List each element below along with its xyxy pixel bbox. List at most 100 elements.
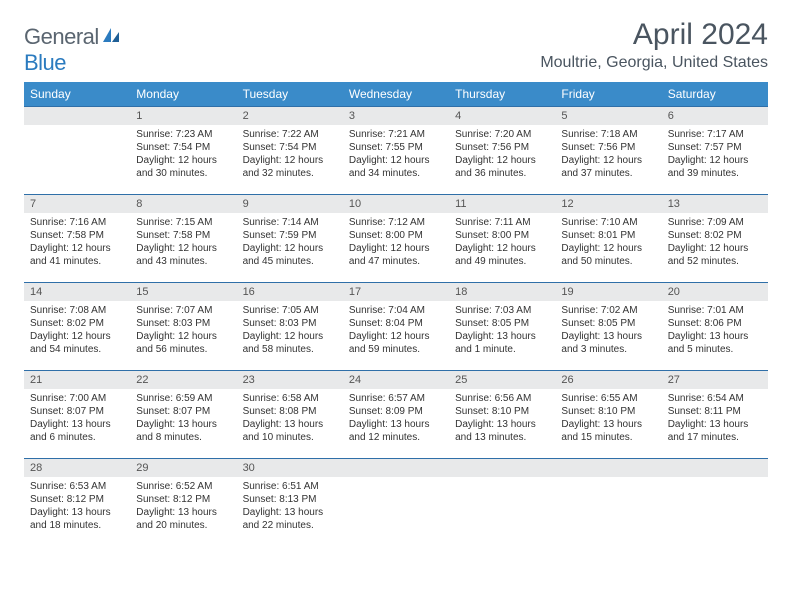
sunset-line: Sunset: 8:04 PM bbox=[349, 317, 443, 330]
daylight-line: Daylight: 13 hours and 17 minutes. bbox=[668, 418, 762, 444]
calendar-day-cell: 21Sunrise: 7:00 AMSunset: 8:07 PMDayligh… bbox=[24, 371, 130, 459]
sunset-line: Sunset: 8:00 PM bbox=[455, 229, 549, 242]
daylight-line: Daylight: 12 hours and 50 minutes. bbox=[561, 242, 655, 268]
sunrise-line: Sunrise: 6:52 AM bbox=[136, 480, 230, 493]
day-number: 29 bbox=[130, 459, 236, 477]
day-details: Sunrise: 7:20 AMSunset: 7:56 PMDaylight:… bbox=[449, 125, 555, 184]
daylight-line: Daylight: 13 hours and 12 minutes. bbox=[349, 418, 443, 444]
day-number: 16 bbox=[237, 283, 343, 301]
calendar-day-cell: 26Sunrise: 6:55 AMSunset: 8:10 PMDayligh… bbox=[555, 371, 661, 459]
day-number bbox=[449, 459, 555, 477]
daylight-line: Daylight: 12 hours and 34 minutes. bbox=[349, 154, 443, 180]
calendar-day-cell: 11Sunrise: 7:11 AMSunset: 8:00 PMDayligh… bbox=[449, 195, 555, 283]
calendar-day-cell: 2Sunrise: 7:22 AMSunset: 7:54 PMDaylight… bbox=[237, 107, 343, 195]
daylight-line: Daylight: 12 hours and 52 minutes. bbox=[668, 242, 762, 268]
daylight-line: Daylight: 12 hours and 30 minutes. bbox=[136, 154, 230, 180]
sunrise-line: Sunrise: 7:21 AM bbox=[349, 128, 443, 141]
sunrise-line: Sunrise: 7:03 AM bbox=[455, 304, 549, 317]
daylight-line: Daylight: 12 hours and 49 minutes. bbox=[455, 242, 549, 268]
day-number bbox=[555, 459, 661, 477]
calendar-day-cell: 12Sunrise: 7:10 AMSunset: 8:01 PMDayligh… bbox=[555, 195, 661, 283]
sunrise-line: Sunrise: 7:20 AM bbox=[455, 128, 549, 141]
day-number: 28 bbox=[24, 459, 130, 477]
day-number: 22 bbox=[130, 371, 236, 389]
day-number: 2 bbox=[237, 107, 343, 125]
day-details: Sunrise: 7:14 AMSunset: 7:59 PMDaylight:… bbox=[237, 213, 343, 272]
day-number: 30 bbox=[237, 459, 343, 477]
weekday-header: Wednesday bbox=[343, 82, 449, 107]
sunset-line: Sunset: 8:12 PM bbox=[30, 493, 124, 506]
calendar-day-cell: 28Sunrise: 6:53 AMSunset: 8:12 PMDayligh… bbox=[24, 459, 130, 547]
weekday-header: Thursday bbox=[449, 82, 555, 107]
daylight-line: Daylight: 12 hours and 54 minutes. bbox=[30, 330, 124, 356]
calendar-week-row: 7Sunrise: 7:16 AMSunset: 7:58 PMDaylight… bbox=[24, 195, 768, 283]
weekday-header: Monday bbox=[130, 82, 236, 107]
day-number: 19 bbox=[555, 283, 661, 301]
day-details: Sunrise: 7:11 AMSunset: 8:00 PMDaylight:… bbox=[449, 213, 555, 272]
calendar-day-cell: 13Sunrise: 7:09 AMSunset: 8:02 PMDayligh… bbox=[662, 195, 768, 283]
sunrise-line: Sunrise: 7:08 AM bbox=[30, 304, 124, 317]
weekday-header: Friday bbox=[555, 82, 661, 107]
day-number: 18 bbox=[449, 283, 555, 301]
sunrise-line: Sunrise: 7:18 AM bbox=[561, 128, 655, 141]
title-block: April 2024 Moultrie, Georgia, United Sta… bbox=[540, 18, 768, 72]
day-number: 4 bbox=[449, 107, 555, 125]
sunrise-line: Sunrise: 6:57 AM bbox=[349, 392, 443, 405]
sunset-line: Sunset: 8:07 PM bbox=[136, 405, 230, 418]
weekday-header: Saturday bbox=[662, 82, 768, 107]
sunset-line: Sunset: 7:57 PM bbox=[668, 141, 762, 154]
day-details: Sunrise: 7:21 AMSunset: 7:55 PMDaylight:… bbox=[343, 125, 449, 184]
daylight-line: Daylight: 13 hours and 6 minutes. bbox=[30, 418, 124, 444]
sunset-line: Sunset: 8:10 PM bbox=[561, 405, 655, 418]
sunset-line: Sunset: 8:10 PM bbox=[455, 405, 549, 418]
sunrise-line: Sunrise: 7:11 AM bbox=[455, 216, 549, 229]
sunrise-line: Sunrise: 6:54 AM bbox=[668, 392, 762, 405]
calendar-table: SundayMondayTuesdayWednesdayThursdayFrid… bbox=[24, 82, 768, 547]
sunset-line: Sunset: 8:03 PM bbox=[243, 317, 337, 330]
location-text: Moultrie, Georgia, United States bbox=[540, 54, 768, 72]
daylight-line: Daylight: 13 hours and 15 minutes. bbox=[561, 418, 655, 444]
day-details: Sunrise: 7:03 AMSunset: 8:05 PMDaylight:… bbox=[449, 301, 555, 360]
calendar-day-cell bbox=[343, 459, 449, 547]
day-details: Sunrise: 6:52 AMSunset: 8:12 PMDaylight:… bbox=[130, 477, 236, 536]
day-details: Sunrise: 7:15 AMSunset: 7:58 PMDaylight:… bbox=[130, 213, 236, 272]
sunset-line: Sunset: 7:55 PM bbox=[349, 141, 443, 154]
calendar-day-cell: 7Sunrise: 7:16 AMSunset: 7:58 PMDaylight… bbox=[24, 195, 130, 283]
month-title: April 2024 bbox=[540, 18, 768, 52]
sunset-line: Sunset: 8:06 PM bbox=[668, 317, 762, 330]
calendar-day-cell: 29Sunrise: 6:52 AMSunset: 8:12 PMDayligh… bbox=[130, 459, 236, 547]
calendar-week-row: 1Sunrise: 7:23 AMSunset: 7:54 PMDaylight… bbox=[24, 107, 768, 195]
sunset-line: Sunset: 7:58 PM bbox=[136, 229, 230, 242]
day-number: 7 bbox=[24, 195, 130, 213]
sunset-line: Sunset: 8:03 PM bbox=[136, 317, 230, 330]
day-details: Sunrise: 7:23 AMSunset: 7:54 PMDaylight:… bbox=[130, 125, 236, 184]
sunrise-line: Sunrise: 6:55 AM bbox=[561, 392, 655, 405]
sunrise-line: Sunrise: 7:01 AM bbox=[668, 304, 762, 317]
daylight-line: Daylight: 13 hours and 3 minutes. bbox=[561, 330, 655, 356]
day-details: Sunrise: 7:00 AMSunset: 8:07 PMDaylight:… bbox=[24, 389, 130, 448]
weekday-header: Sunday bbox=[24, 82, 130, 107]
day-details: Sunrise: 7:04 AMSunset: 8:04 PMDaylight:… bbox=[343, 301, 449, 360]
calendar-day-cell: 19Sunrise: 7:02 AMSunset: 8:05 PMDayligh… bbox=[555, 283, 661, 371]
calendar-week-row: 14Sunrise: 7:08 AMSunset: 8:02 PMDayligh… bbox=[24, 283, 768, 371]
sunrise-line: Sunrise: 7:04 AM bbox=[349, 304, 443, 317]
day-details: Sunrise: 6:51 AMSunset: 8:13 PMDaylight:… bbox=[237, 477, 343, 536]
sunrise-line: Sunrise: 7:05 AM bbox=[243, 304, 337, 317]
sunset-line: Sunset: 8:07 PM bbox=[30, 405, 124, 418]
daylight-line: Daylight: 13 hours and 5 minutes. bbox=[668, 330, 762, 356]
calendar-day-cell: 6Sunrise: 7:17 AMSunset: 7:57 PMDaylight… bbox=[662, 107, 768, 195]
calendar-day-cell: 8Sunrise: 7:15 AMSunset: 7:58 PMDaylight… bbox=[130, 195, 236, 283]
sunset-line: Sunset: 8:00 PM bbox=[349, 229, 443, 242]
calendar-day-cell: 30Sunrise: 6:51 AMSunset: 8:13 PMDayligh… bbox=[237, 459, 343, 547]
daylight-line: Daylight: 13 hours and 10 minutes. bbox=[243, 418, 337, 444]
sunrise-line: Sunrise: 6:59 AM bbox=[136, 392, 230, 405]
sunrise-line: Sunrise: 6:56 AM bbox=[455, 392, 549, 405]
day-number: 8 bbox=[130, 195, 236, 213]
day-details: Sunrise: 6:59 AMSunset: 8:07 PMDaylight:… bbox=[130, 389, 236, 448]
calendar-day-cell: 20Sunrise: 7:01 AMSunset: 8:06 PMDayligh… bbox=[662, 283, 768, 371]
day-details: Sunrise: 7:17 AMSunset: 7:57 PMDaylight:… bbox=[662, 125, 768, 184]
calendar-day-cell: 27Sunrise: 6:54 AMSunset: 8:11 PMDayligh… bbox=[662, 371, 768, 459]
calendar-day-cell: 22Sunrise: 6:59 AMSunset: 8:07 PMDayligh… bbox=[130, 371, 236, 459]
day-details: Sunrise: 7:22 AMSunset: 7:54 PMDaylight:… bbox=[237, 125, 343, 184]
day-number: 23 bbox=[237, 371, 343, 389]
